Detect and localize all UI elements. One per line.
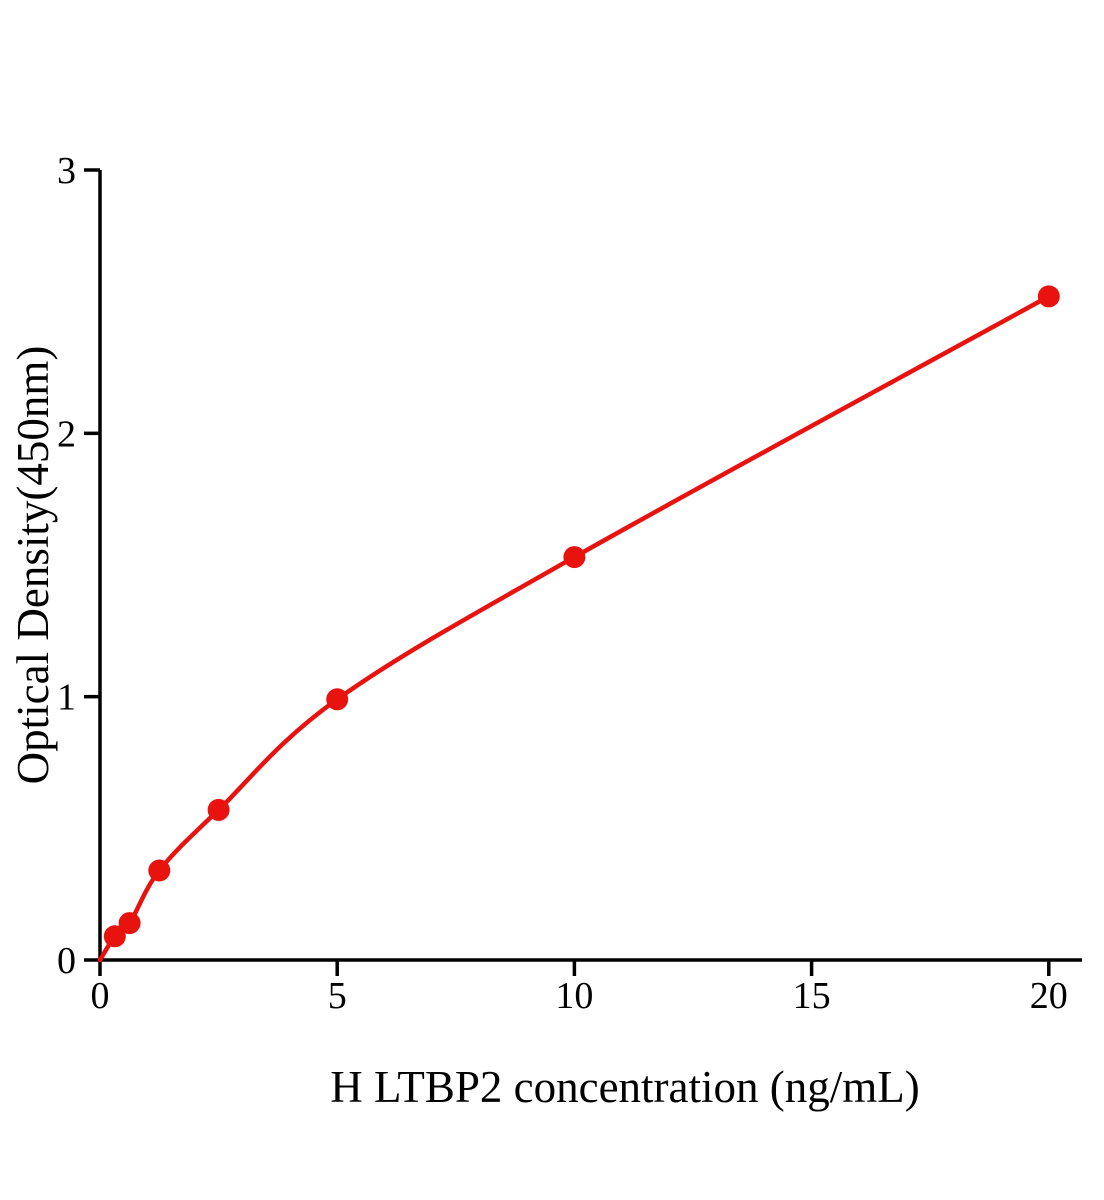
x-tick-label: 20	[1030, 975, 1068, 1017]
x-tick-label: 15	[793, 975, 831, 1017]
tick-marks-and-labels: 0 5 10 15 20 0 1 2 3	[57, 150, 1068, 1017]
fit-curve-line	[97, 294, 1052, 963]
data-point	[103, 925, 126, 948]
axes	[98, 170, 1082, 962]
x-tick-label: 10	[555, 975, 593, 1017]
data-points	[103, 285, 1060, 948]
data-point	[563, 546, 586, 569]
data-point	[148, 859, 171, 882]
y-tick-label: 1	[57, 677, 76, 719]
data-point	[118, 912, 141, 935]
y-tick-label: 0	[57, 940, 76, 982]
y-tick-label: 2	[57, 413, 76, 455]
x-axis-label: H LTBP2 concentration (ng/mL)	[330, 1062, 919, 1112]
y-axis-label: Optical Density(450nm)	[8, 346, 58, 785]
data-point	[207, 798, 230, 821]
data-point	[1037, 285, 1060, 308]
x-tick-label: 5	[328, 975, 347, 1017]
y-tick-label: 3	[57, 150, 76, 192]
data-point	[326, 688, 349, 711]
x-tick-label: 0	[91, 975, 110, 1017]
